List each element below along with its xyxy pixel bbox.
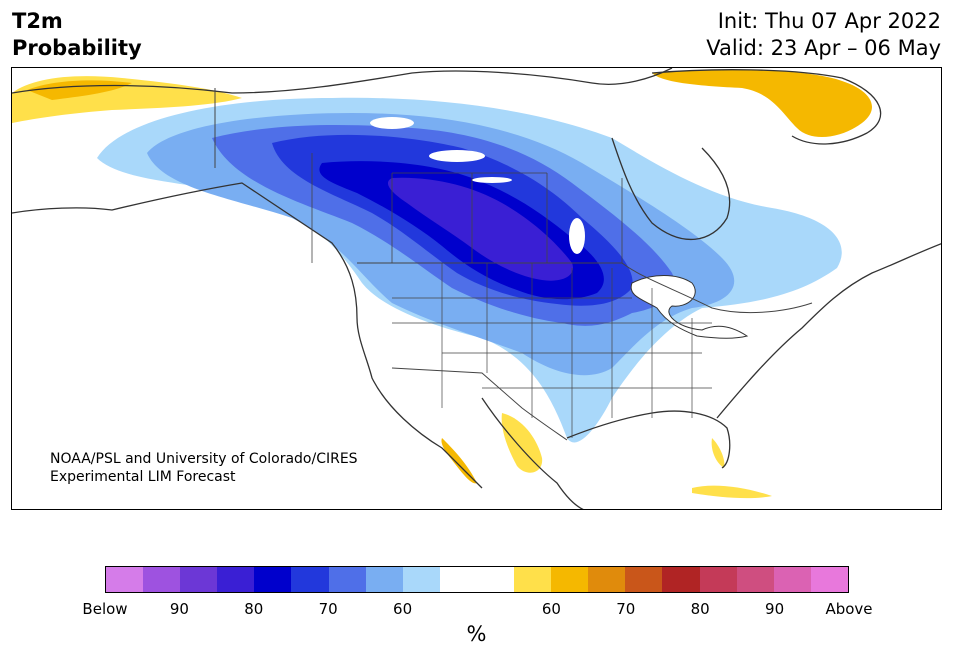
valid-range: Valid: 23 Apr – 06 May	[706, 36, 941, 60]
colorbar-unit: %	[466, 622, 487, 646]
colorbar-swatch	[254, 567, 292, 592]
map-credit: NOAA/PSL and University of Colorado/CIRE…	[50, 450, 358, 486]
coastline-hudson-bay	[611, 137, 731, 240]
colorbar-tick-label: 70	[318, 600, 338, 618]
cold-shade-85	[387, 177, 573, 281]
colorbar-swatch	[291, 567, 329, 592]
colorbar-tick-label: 90	[169, 600, 189, 618]
colorbar-swatch	[662, 567, 700, 592]
colorbar-swatch	[180, 567, 218, 592]
colorbar-tick-label: Below	[82, 600, 128, 618]
border-canada-us	[357, 262, 813, 314]
colorbar-swatch	[402, 567, 440, 592]
forecast-map: NOAA/PSL and University of Colorado/CIRE…	[11, 67, 942, 510]
colorbar-tick-label: 80	[690, 600, 710, 618]
coastline-greenland	[651, 69, 882, 145]
coastline-west	[12, 182, 483, 489]
colorbar-swatch	[106, 567, 144, 592]
warm-shade-florida	[711, 438, 725, 468]
colorbar-swatch	[365, 567, 403, 592]
colorbar-swatch	[551, 567, 589, 592]
colorbar-tick-label: 80	[244, 600, 264, 618]
colorbar-swatch	[810, 567, 848, 592]
coastline-arctic	[12, 68, 673, 94]
warm-shade-greenland	[652, 69, 872, 138]
lake-winnipeg	[569, 218, 585, 254]
colorbar-swatch	[736, 567, 774, 592]
coastline-gulf	[566, 410, 731, 469]
coastline-east	[716, 243, 941, 419]
colorbar-tick-label: Above	[825, 600, 873, 618]
credit-line-1: NOAA/PSL and University of Colorado/CIRE…	[50, 451, 358, 467]
colorbar-swatch	[625, 567, 663, 592]
colorbar-swatch	[699, 567, 737, 592]
colorbar-swatch	[588, 567, 626, 592]
probability-colorbar	[105, 566, 849, 593]
colorbar-swatch	[217, 567, 255, 592]
colorbar-swatch	[773, 567, 811, 592]
colorbar-tick-label: 70	[616, 600, 636, 618]
colorbar-swatch	[328, 567, 366, 592]
init-date: Init: Thu 07 Apr 2022	[717, 9, 941, 33]
credit-line-2: Experimental LIM Forecast	[50, 469, 236, 485]
colorbar-tick-label: 60	[393, 600, 413, 618]
colorbar-swatch	[514, 567, 552, 592]
warm-shade-mexico	[501, 413, 543, 473]
colorbar-labels: Below 90 80 70 60 60 70 80 90 Above	[82, 600, 872, 618]
colorbar-tick-label: 60	[541, 600, 561, 618]
colorbar-swatch	[143, 567, 181, 592]
border-us-mexico	[391, 367, 568, 441]
lake-athabasca	[472, 177, 512, 183]
forecast-dates: Init: Thu 07 Apr 2022 Valid: 23 Apr – 06…	[706, 8, 941, 62]
map-title: T2m Probability	[12, 8, 142, 62]
great-bear-lake	[370, 117, 414, 129]
border-states	[392, 263, 712, 438]
colorbar-tick-label: 90	[765, 600, 785, 618]
map-canvas	[12, 68, 941, 509]
colorbar-swatch	[476, 567, 515, 592]
great-slave-lake	[429, 150, 485, 162]
title-line-2: Probability	[12, 36, 142, 60]
colorbar-swatch	[439, 567, 477, 592]
coastline-mexico	[481, 397, 584, 509]
warm-shade-baja	[441, 438, 477, 484]
title-line-1: T2m	[12, 9, 63, 33]
border-provinces	[311, 153, 623, 263]
great-lakes	[630, 275, 749, 339]
warm-shade-cuba	[692, 485, 772, 499]
